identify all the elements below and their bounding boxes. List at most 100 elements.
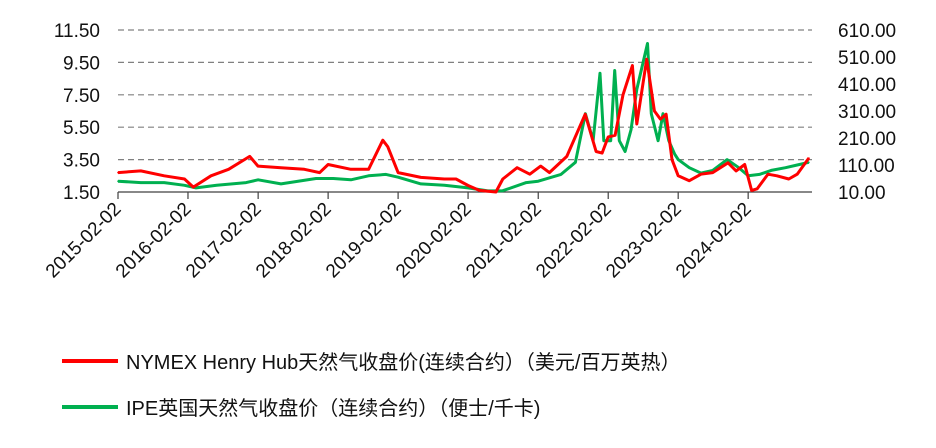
ipe-point (443, 184, 446, 187)
ipe-point (609, 139, 612, 142)
nymex-point (595, 150, 597, 153)
nymex-point (280, 166, 282, 169)
ipe-point (624, 150, 626, 153)
ipe-point (502, 189, 504, 192)
nymex-point (776, 175, 778, 177)
ipe-point (673, 153, 676, 155)
nymex-point (727, 162, 729, 164)
nymex-point (210, 175, 212, 177)
ipe-point (350, 179, 352, 181)
nymex-point (183, 178, 186, 180)
ipe-point (636, 88, 638, 91)
gridlines (118, 29, 812, 193)
nymex-point (140, 170, 142, 172)
nymex-point (671, 158, 673, 161)
ipe-point (630, 129, 632, 131)
ipe-point (677, 158, 679, 161)
ipe-point (257, 179, 259, 181)
nymex-point (756, 188, 758, 190)
ipe-point (117, 180, 119, 182)
ipe-point (657, 139, 659, 142)
nymex-point (645, 58, 648, 60)
ipe-point (662, 112, 664, 115)
ipe-point (726, 158, 728, 161)
nymex-point (653, 110, 656, 112)
nymex-point (566, 155, 568, 158)
ipe-point (650, 112, 653, 115)
ipe-point (397, 176, 399, 178)
nymex-point (700, 173, 702, 175)
right-tick-label: 310.00 (838, 102, 896, 123)
ipe-point (537, 180, 539, 182)
ipe-point (796, 164, 798, 166)
ipe-point (560, 173, 562, 176)
left-tick-label: 9.50 (63, 53, 100, 74)
nymex-point (659, 118, 662, 120)
ipe-point (385, 173, 387, 176)
ipe-point (163, 181, 165, 184)
ipe-point (245, 181, 247, 184)
left-tick-label: 5.50 (63, 118, 100, 139)
nymex-point (711, 171, 714, 174)
ipe-point (315, 177, 317, 180)
legend-label-nymex: NYMEX Henry Hub天然气收盘价(连续合约）（美元/百万英热） (126, 352, 681, 374)
nymex-point (796, 173, 798, 175)
nymex-point (350, 168, 352, 171)
ipe-point (332, 177, 335, 180)
ipe-point (195, 187, 197, 189)
nymex-point (420, 176, 422, 179)
ipe-point (140, 181, 142, 184)
legend-item-ipe: IPE英国天然气收盘价（连续合约）（便士/千卡) (62, 392, 922, 421)
nymex-point (516, 166, 518, 169)
nymex-point (303, 168, 306, 171)
nymex-point (386, 145, 389, 148)
nymex-point (248, 155, 251, 158)
ipe-point (525, 181, 527, 184)
left-axis-ticks: 1.50 3.50 5.50 7.50 9.50 11.50 (54, 21, 100, 204)
nymex-point (584, 113, 586, 115)
ipe-point (784, 166, 787, 169)
ipe-point (280, 183, 282, 185)
series-line-ipe (117, 42, 810, 193)
nymex-point (677, 175, 679, 177)
ipe-point (646, 42, 649, 45)
right-tick-label: 610.00 (838, 21, 896, 42)
nymex-point (327, 163, 329, 166)
nymex-point (539, 165, 542, 167)
nymex-point (614, 134, 616, 137)
nymex-point (548, 171, 551, 174)
series-layer (117, 42, 811, 194)
nymex-point (808, 157, 810, 159)
ipe-point (770, 169, 772, 172)
ipe-point (808, 161, 810, 164)
legend-item-nymex: NYMEX Henry Hub天然气收盘价(连续合约）（美元/百万英热） (62, 346, 922, 375)
legend-swatch-green (62, 404, 118, 409)
ipe-point (467, 187, 469, 189)
nymex-point (622, 94, 624, 96)
nymex-point (478, 189, 481, 192)
nymex-point (735, 170, 737, 172)
nymex-point (607, 136, 609, 138)
nymex-point (318, 171, 321, 174)
ipe-point (688, 166, 691, 169)
nymex-point (750, 189, 753, 192)
x-tick-label: 2024-02-02 (672, 199, 756, 283)
nymex-point (529, 173, 531, 175)
nymex-point (367, 168, 370, 171)
nymex-point (788, 178, 790, 180)
legend-label-ipe: IPE英国天然气收盘价（连续合约）（便士/千卡) (126, 398, 541, 420)
right-tick-label: 110.00 (838, 156, 895, 177)
right-tick-label: 410.00 (838, 75, 896, 96)
nymex-point (443, 178, 446, 180)
x-tick-label: 2016-02-02 (112, 199, 196, 283)
x-axis: 2015-02-022016-02-022017-02-022018-02-02… (42, 192, 756, 282)
right-tick-label: 210.00 (838, 129, 896, 150)
nymex-point (455, 178, 457, 180)
ipe-point (758, 173, 761, 176)
nymex-point (382, 139, 384, 141)
nymex-point (192, 186, 195, 188)
ipe-point (613, 69, 616, 72)
ipe-point (618, 139, 621, 142)
nymex-point (502, 178, 504, 180)
nymex-point (636, 123, 638, 125)
